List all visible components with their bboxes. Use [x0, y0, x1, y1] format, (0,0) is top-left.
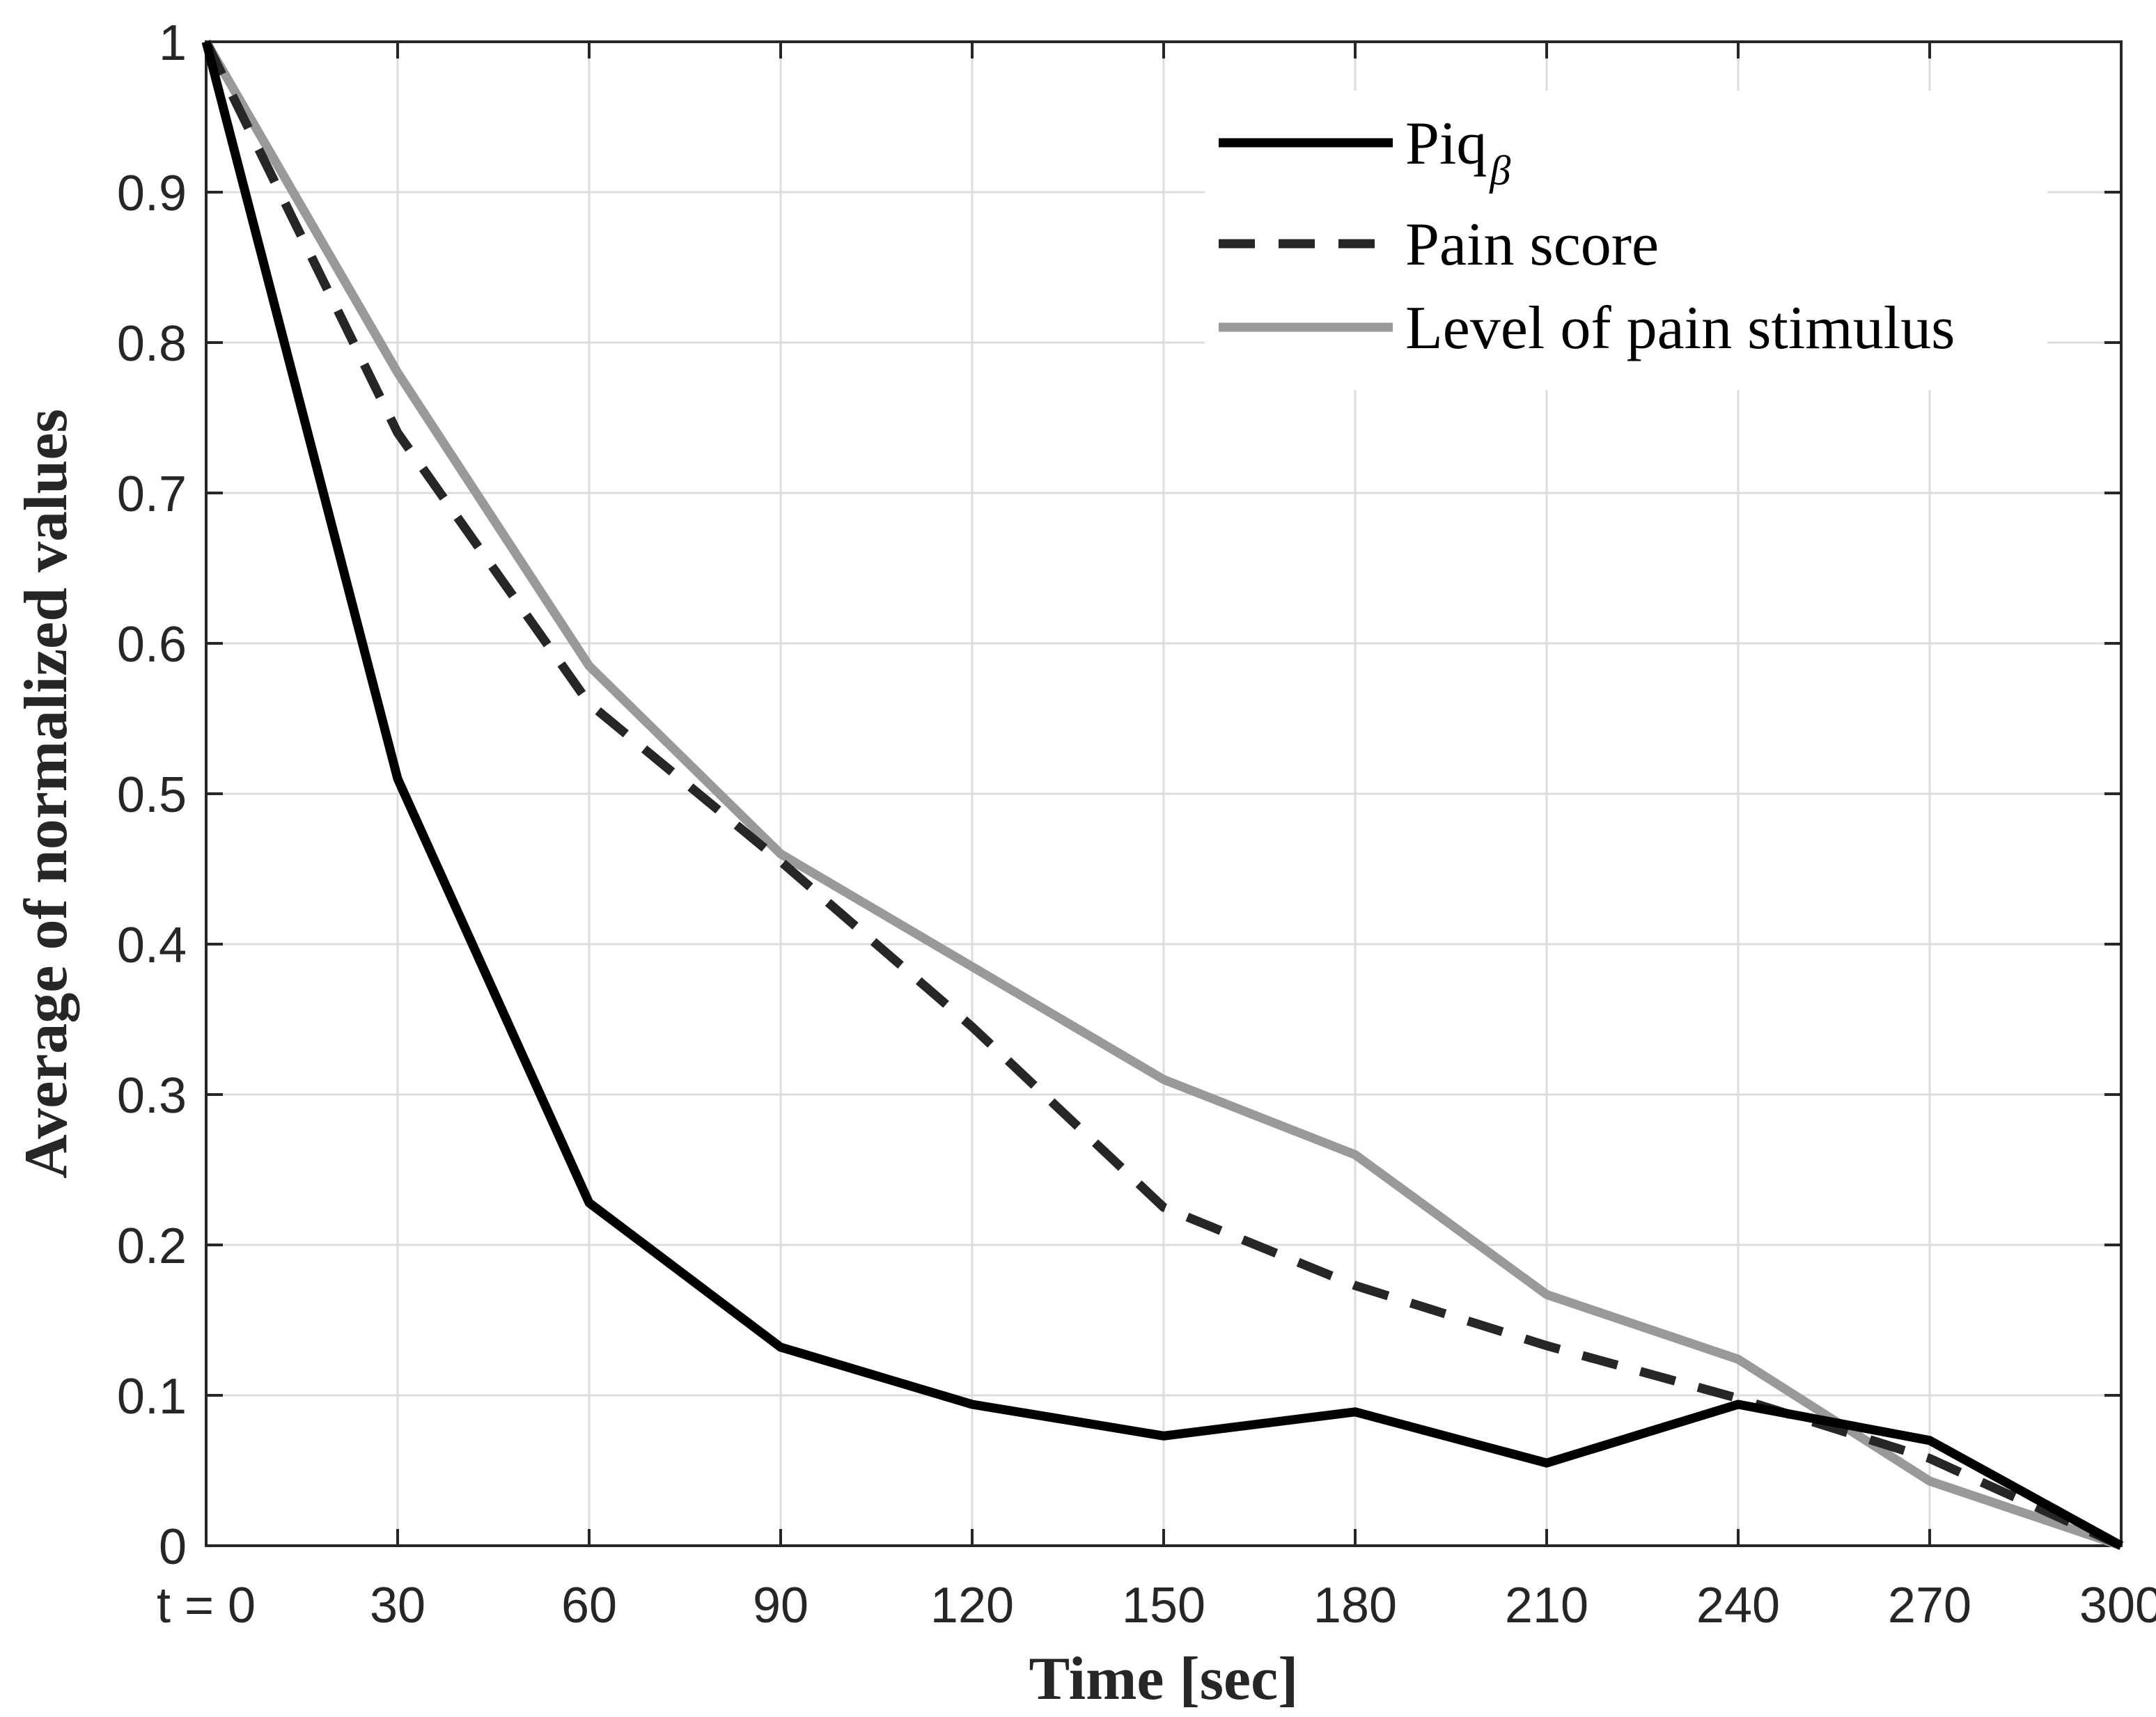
- series-line-piq: [201, 40, 2124, 1550]
- y-tick-label: 0.5: [117, 767, 187, 823]
- legend-label: Pain score: [1405, 211, 1659, 279]
- y-tick-label: 0.9: [117, 166, 187, 221]
- x-tick-label: 210: [1505, 1578, 1588, 1633]
- x-axis-title: Time [sec]: [1029, 1645, 1299, 1713]
- x-tick-label: 300: [2079, 1578, 2156, 1633]
- x-tick-label: t = 0: [157, 1578, 256, 1633]
- series-line-pain-score: [202, 40, 2123, 1550]
- y-tick-label: 0: [159, 1519, 187, 1575]
- y-tick-label: 1: [159, 15, 187, 71]
- series-line-level-of-pain-stimulus: [202, 39, 2123, 1551]
- legend-label: Level of pain stimulus: [1405, 295, 1955, 362]
- x-tick-label: 120: [930, 1578, 1014, 1633]
- y-tick-label: 0.1: [117, 1369, 187, 1425]
- series-lines: [201, 39, 2124, 1551]
- x-axis-tick-labels: t = 0 30 60 90 120 150 180 210 240 270 300: [157, 1578, 2156, 1633]
- x-tick-label: 60: [561, 1578, 617, 1633]
- x-tick-label: 240: [1696, 1578, 1780, 1633]
- x-tick-label: 180: [1313, 1578, 1397, 1633]
- y-tick-label: 0.4: [117, 918, 187, 973]
- legend-label: Piq: [1405, 110, 1487, 178]
- y-axis-title: Average of normalized values: [13, 409, 80, 1178]
- y-tick-label: 0.2: [117, 1218, 187, 1274]
- x-tick-label: 150: [1122, 1578, 1205, 1633]
- x-tick-label: 270: [1888, 1578, 1971, 1633]
- x-tick-label: 90: [753, 1578, 808, 1633]
- y-tick-label: 0.8: [117, 316, 187, 372]
- y-tick-label: 0.6: [117, 617, 187, 673]
- axis-ticks: [205, 40, 2123, 1547]
- legend: Piq β Pain score Level of pain stimulus: [1205, 91, 2047, 390]
- y-tick-label: 0.7: [117, 467, 187, 522]
- y-tick-label: 0.3: [117, 1068, 187, 1124]
- y-axis-tick-labels: 0 0.1 0.2 0.3 0.4 0.5 0.6 0.7 0.8 0.9 1: [117, 15, 187, 1575]
- legend-label-subscript: β: [1489, 148, 1510, 194]
- x-tick-label: 30: [370, 1578, 425, 1633]
